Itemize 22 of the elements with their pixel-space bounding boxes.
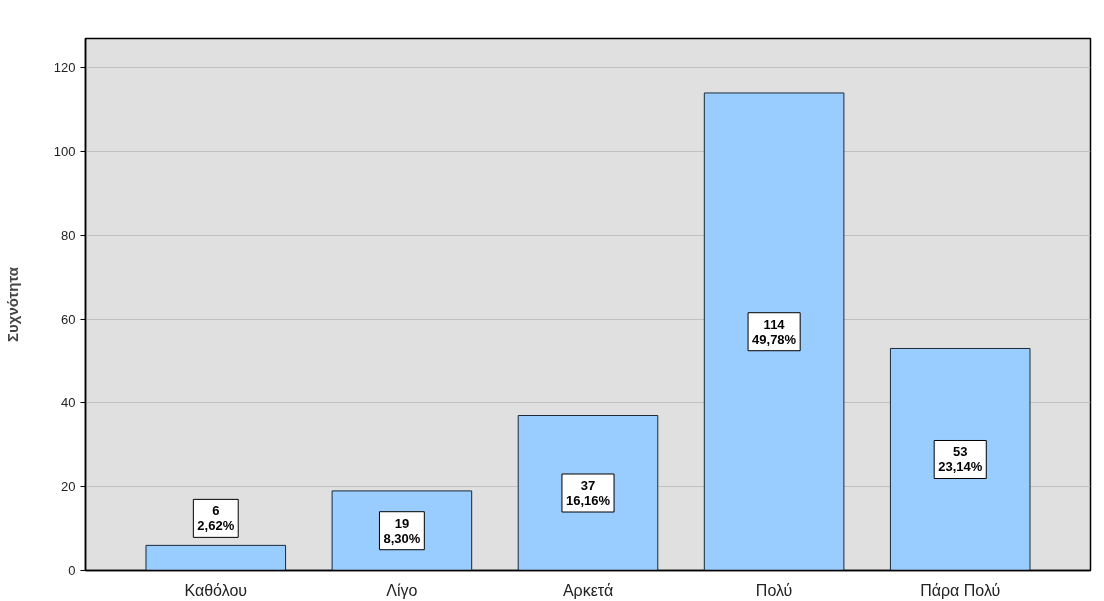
y-tick-label: 0 [68, 563, 76, 578]
data-label: 6 2,62% [197, 503, 235, 534]
y-tick-label: 100 [53, 144, 76, 160]
bar [703, 92, 845, 571]
bar [517, 415, 659, 571]
y-tick-label: 40 [61, 395, 76, 411]
y-tick-label: 120 [53, 60, 76, 76]
y-tick-label: 60 [61, 311, 76, 327]
x-tick-label: Πάρα Πολύ [920, 581, 1001, 599]
x-tick-label: Καθόλου [184, 581, 248, 599]
bar [145, 544, 287, 571]
data-label: 114 49,78% [752, 316, 797, 347]
data-label: 37 16,16% [565, 478, 611, 508]
x-tick-label: Πολύ [755, 581, 793, 599]
y-tick-label: 20 [61, 479, 76, 495]
x-tick-label: Αρκετά [562, 581, 614, 599]
bar [889, 347, 1031, 571]
y-axis-title: Συχνότητα [3, 266, 21, 342]
y-tick-label: 80 [61, 227, 76, 243]
data-label: 19 8,30% [383, 515, 421, 546]
data-label: 53 23,14% [938, 444, 983, 475]
x-tick-label: Λίγο [386, 581, 418, 599]
